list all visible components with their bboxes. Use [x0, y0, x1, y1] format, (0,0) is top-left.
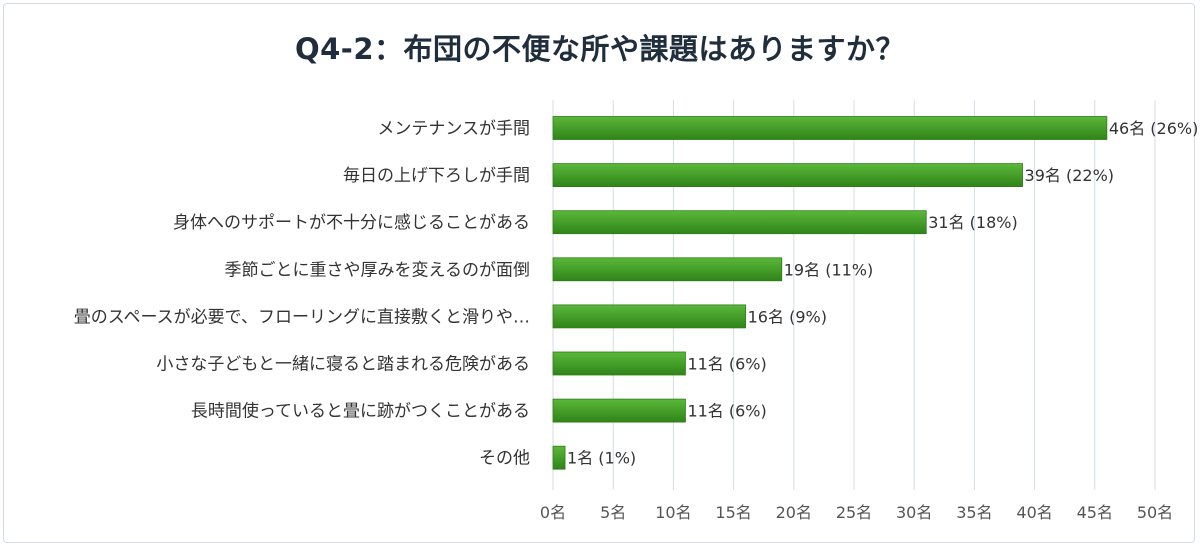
category-label: 毎日の上げ下ろしが手間 — [343, 166, 530, 186]
x-tick-label: 50名 — [1137, 503, 1173, 522]
chart-title: Q4-2：布団の不便な所や課題はありますか？ — [294, 32, 906, 66]
x-tick-label: 10名 — [655, 503, 691, 522]
x-tick-label: 35名 — [956, 503, 992, 522]
x-tick-label: 30名 — [896, 503, 932, 522]
category-label: 長時間使っていると畳に跡がつくことがある — [191, 401, 530, 422]
x-tick-label: 15名 — [715, 503, 751, 522]
bar — [552, 398, 686, 423]
category-label: 小さな子どもと一緒に寝ると踏まれる危険がある — [156, 354, 530, 375]
bars — [552, 116, 1108, 470]
value-label: 46名 (26%) — [1109, 119, 1199, 138]
x-tick-label: 20名 — [776, 503, 812, 522]
bar — [552, 445, 566, 470]
x-tick-label: 40名 — [1016, 503, 1052, 522]
category-label: その他 — [479, 449, 530, 469]
bar — [552, 116, 1108, 140]
x-tick-label: 5名 — [600, 503, 626, 522]
value-label: 1名 (1%) — [567, 449, 636, 468]
bar — [552, 163, 1023, 188]
bar — [552, 304, 747, 329]
grid-lines — [552, 100, 1156, 490]
labels: 0名 5名 10名 15名 20名 25名 30名 35名 40名 45名 50名 メンテナンスが手間… — [74, 119, 1199, 522]
bar — [552, 257, 783, 282]
bar — [552, 351, 686, 376]
x-tick-label: 25名 — [836, 503, 872, 522]
x-tick-label: 45名 — [1077, 503, 1113, 522]
category-label: 身体へのサポートが不十分に感じることがある — [173, 213, 530, 233]
value-label: 11名 (6%) — [687, 402, 766, 421]
value-label: 39名 (22%) — [1025, 166, 1115, 185]
x-tick-label: 0名 — [540, 503, 566, 522]
bar — [552, 210, 927, 235]
category-label: 畳のスペースが必要で、フローリングに直接敷くと滑りや… — [74, 307, 530, 327]
value-label: 31名 (18%) — [928, 213, 1018, 232]
value-label: 19名 (11%) — [784, 260, 874, 279]
category-label: 季節ごとに重さや厚みを変えるのが面倒 — [225, 260, 531, 280]
value-label: 16名 (9%) — [748, 307, 827, 326]
category-label: メンテナンスが手間 — [377, 119, 530, 139]
value-label: 11名 (6%) — [687, 355, 766, 374]
